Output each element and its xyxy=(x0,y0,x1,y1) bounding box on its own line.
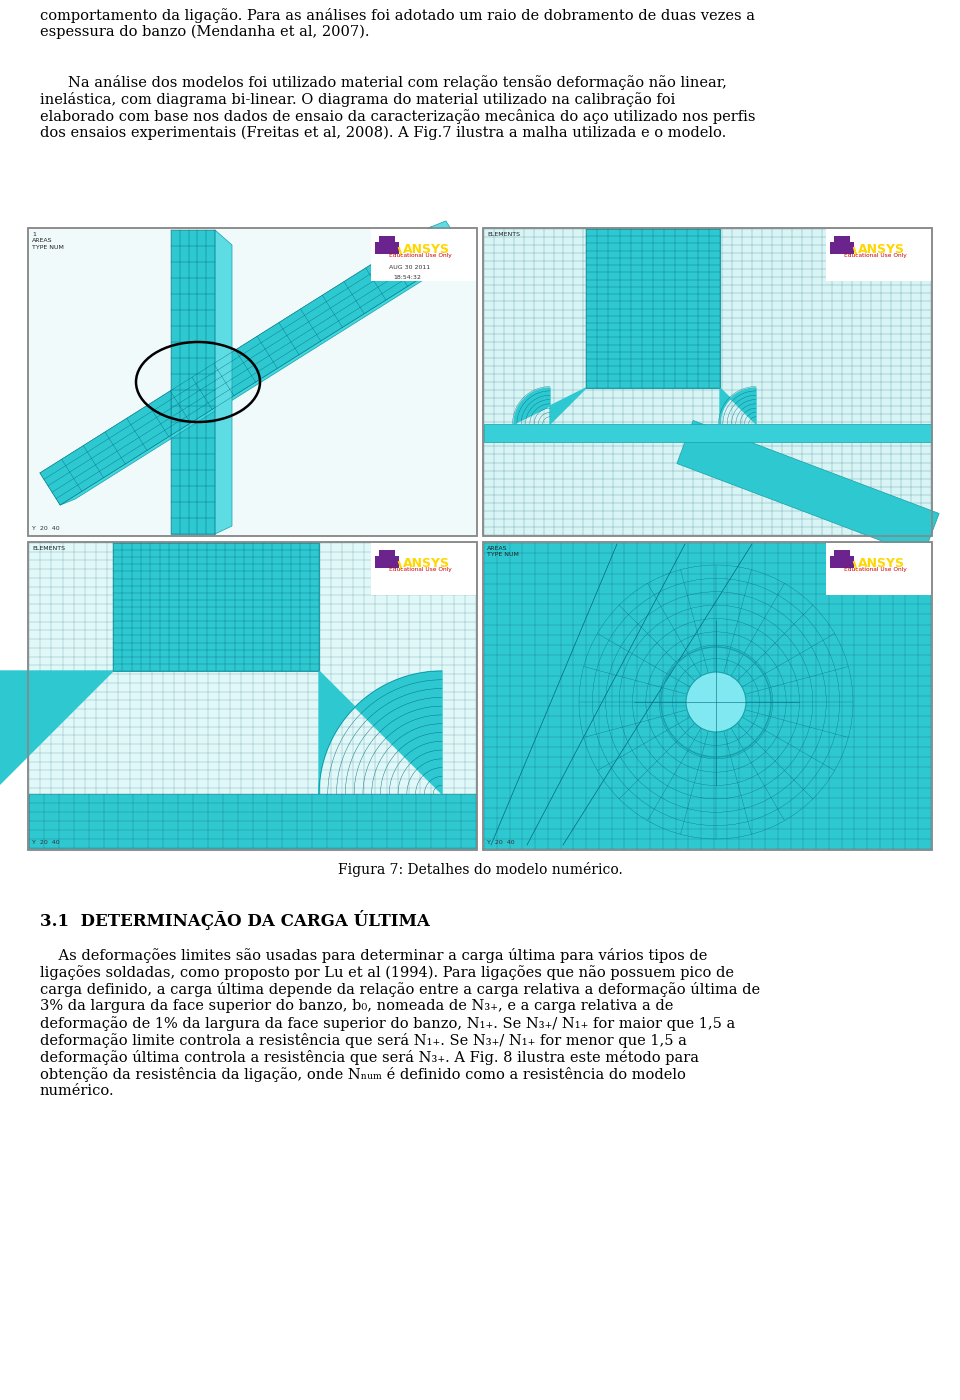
Bar xyxy=(371,543,476,595)
Text: Y  20  40: Y 20 40 xyxy=(32,526,60,531)
Text: 18:54:32: 18:54:32 xyxy=(393,274,420,280)
Bar xyxy=(113,543,319,671)
Polygon shape xyxy=(40,227,451,505)
Polygon shape xyxy=(514,388,586,424)
Polygon shape xyxy=(0,671,113,794)
FancyBboxPatch shape xyxy=(375,242,399,253)
Text: Y  20  40: Y 20 40 xyxy=(487,840,515,846)
Text: TYPE NUM: TYPE NUM xyxy=(487,552,518,557)
Text: AREAS: AREAS xyxy=(32,238,53,244)
Text: carga definido, a carga última depende da relação entre a carga relativa a defor: carga definido, a carga última depende d… xyxy=(40,981,760,997)
Polygon shape xyxy=(215,230,232,533)
Text: Y  20  40: Y 20 40 xyxy=(32,840,60,846)
Bar xyxy=(28,542,477,850)
Text: inelástica, com diagrama bi-linear. O diagrama do material utilizado na calibraç: inelástica, com diagrama bi-linear. O di… xyxy=(40,92,676,106)
FancyBboxPatch shape xyxy=(830,242,854,253)
Bar xyxy=(826,543,931,595)
FancyBboxPatch shape xyxy=(379,237,395,244)
Text: Educational Use Only: Educational Use Only xyxy=(389,567,452,573)
Text: ligações soldadas, como proposto por Lu et al (1994). Para ligações que não poss: ligações soldadas, como proposto por Lu … xyxy=(40,965,734,980)
FancyBboxPatch shape xyxy=(375,556,399,568)
Bar xyxy=(28,228,477,536)
Text: ANSYS: ANSYS xyxy=(858,557,905,570)
Text: espessura do banzo (Mendanha et al, 2007).: espessura do banzo (Mendanha et al, 2007… xyxy=(40,25,370,39)
Polygon shape xyxy=(319,671,442,794)
Text: 1: 1 xyxy=(32,232,36,237)
FancyBboxPatch shape xyxy=(834,550,850,559)
Text: AUG 30 2011: AUG 30 2011 xyxy=(389,265,430,270)
Bar xyxy=(28,228,477,536)
Text: comportamento da ligação. Para as análises foi adotado um raio de dobramento de : comportamento da ligação. Para as anális… xyxy=(40,8,755,22)
Text: deformação limite controla a resistência que será N₁₊. Se N₃₊/ N₁₊ for menor que: deformação limite controla a resistência… xyxy=(40,1033,686,1049)
Bar xyxy=(484,424,931,442)
Polygon shape xyxy=(720,388,756,424)
Bar xyxy=(171,230,215,533)
Circle shape xyxy=(686,672,746,732)
Text: AREAS: AREAS xyxy=(487,546,508,552)
Bar xyxy=(586,230,720,388)
Text: deformação de 1% da largura da face superior do banzo, N₁₊. Se N₃₊/ N₁₊ for maio: deformação de 1% da largura da face supe… xyxy=(40,1016,735,1030)
Text: ELEMENTS: ELEMENTS xyxy=(32,546,65,552)
Text: numérico.: numérico. xyxy=(40,1084,114,1098)
Bar xyxy=(826,230,931,281)
Text: Educational Use Only: Educational Use Only xyxy=(844,253,907,258)
Bar xyxy=(483,542,932,850)
Text: ANSYS: ANSYS xyxy=(858,244,905,256)
Bar xyxy=(29,794,476,848)
Text: As deformações limites são usadas para determinar a carga última para vários tip: As deformações limites são usadas para d… xyxy=(40,948,708,963)
FancyBboxPatch shape xyxy=(830,556,854,568)
Text: Na análise dos modelos foi utilizado material com relação tensão deformação não : Na análise dos modelos foi utilizado mat… xyxy=(68,76,727,90)
Polygon shape xyxy=(60,253,467,505)
Text: Educational Use Only: Educational Use Only xyxy=(389,253,452,258)
Bar xyxy=(483,228,932,536)
Text: 3.1  DETERMINAÇÃO DA CARGA ÚLTIMA: 3.1 DETERMINAÇÃO DA CARGA ÚLTIMA xyxy=(40,910,430,930)
Polygon shape xyxy=(431,221,467,259)
Bar xyxy=(484,230,931,535)
Bar xyxy=(371,230,476,281)
Bar xyxy=(28,542,477,850)
Text: ANSYS: ANSYS xyxy=(403,557,450,570)
FancyBboxPatch shape xyxy=(834,237,850,244)
Text: ELEMENTS: ELEMENTS xyxy=(487,232,520,237)
Bar xyxy=(484,543,931,848)
FancyBboxPatch shape xyxy=(379,550,395,559)
Text: Educational Use Only: Educational Use Only xyxy=(844,567,907,573)
Text: Figura 7: Detalhes do modelo numérico.: Figura 7: Detalhes do modelo numérico. xyxy=(338,862,622,876)
Text: TYPE NUM: TYPE NUM xyxy=(32,245,64,251)
Polygon shape xyxy=(677,420,939,557)
Text: 3% da largura da face superior do banzo, b₀, nomeada de N₃₊, e a carga relativa : 3% da largura da face superior do banzo,… xyxy=(40,1000,673,1014)
Text: deformação última controla a resistência que será N₃₊. A Fig. 8 ilustra este mét: deformação última controla a resistência… xyxy=(40,1050,699,1065)
Text: ANSYS: ANSYS xyxy=(403,244,450,256)
Bar xyxy=(483,228,932,536)
Text: obtenção da resistência da ligação, onde Nₙᵤₘ é definido como a resistência do m: obtenção da resistência da ligação, onde… xyxy=(40,1067,685,1082)
Text: dos ensaios experimentais (Freitas et al, 2008). A Fig.7 ilustra a malha utiliza: dos ensaios experimentais (Freitas et al… xyxy=(40,126,727,140)
Bar xyxy=(483,542,932,850)
Text: elaborado com base nos dados de ensaio da caracterização mecânica do aço utiliza: elaborado com base nos dados de ensaio d… xyxy=(40,109,756,125)
